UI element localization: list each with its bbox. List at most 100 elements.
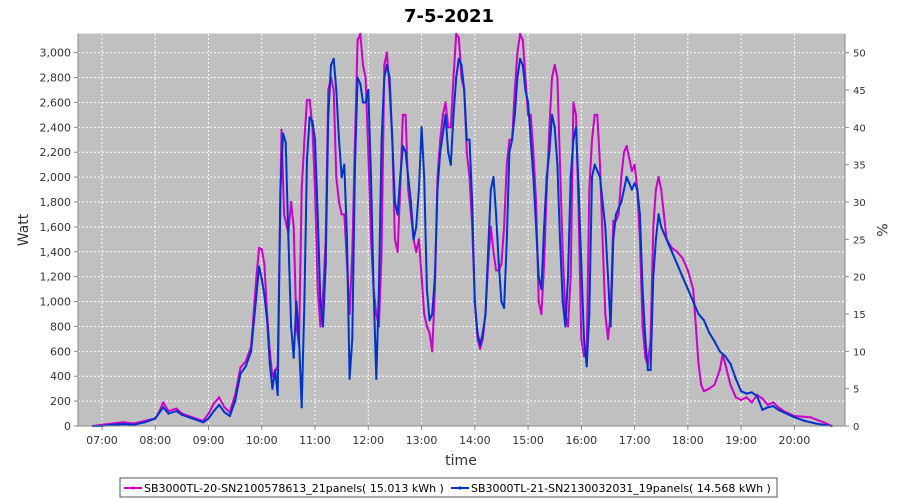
series-2-point	[388, 76, 391, 79]
series-2-point	[250, 350, 253, 353]
series-1-point	[537, 300, 540, 303]
y-tick-label: 1,400	[40, 246, 72, 259]
series-2-point	[558, 238, 562, 241]
series-2-point	[537, 275, 540, 278]
series-2-point	[529, 138, 532, 141]
series-2-point	[708, 331, 711, 334]
series-1-point	[772, 401, 775, 404]
series-2-point	[457, 57, 460, 61]
series-2-point	[383, 76, 386, 79]
series-2-point	[777, 408, 780, 411]
series-1-point	[593, 113, 596, 116]
series-1-point	[657, 176, 660, 179]
series-2-point	[300, 406, 303, 409]
series-2-point	[676, 263, 679, 266]
series-2-point	[660, 225, 663, 228]
series-1-point	[335, 176, 338, 179]
series-2-point	[239, 372, 242, 375]
series-2-point	[750, 391, 753, 394]
series-1-point	[393, 238, 396, 241]
series-1-point	[280, 128, 283, 131]
series-2-point	[361, 101, 365, 104]
series-1-point	[590, 138, 594, 141]
series-1-point	[532, 151, 535, 154]
series-2-point	[452, 113, 455, 116]
series-1-point	[260, 248, 263, 251]
series-1-point	[468, 176, 471, 179]
series-2-point	[132, 423, 135, 426]
series-1-point	[553, 64, 556, 67]
x-tick-label: 10:00	[246, 434, 278, 447]
series-1-point	[620, 176, 623, 179]
series-1-point	[508, 138, 511, 141]
series-2-point	[295, 300, 298, 303]
x-tick-label: 20:00	[779, 434, 811, 447]
series-1-point	[724, 362, 727, 365]
series-2-point	[697, 312, 700, 316]
series-1-point	[503, 225, 506, 228]
series-1-point	[441, 113, 444, 116]
series-2-point	[729, 362, 732, 365]
y2-tick-label: 0	[853, 422, 859, 433]
series-2-point	[492, 176, 495, 179]
legend-box	[119, 477, 778, 498]
series-2-point	[524, 88, 527, 92]
series-1-point	[356, 39, 359, 42]
series-2-point	[521, 64, 524, 67]
plot-area	[77, 33, 846, 427]
series-1-point	[513, 88, 516, 92]
series-1-point	[630, 169, 634, 172]
series-2-point	[412, 238, 415, 241]
series-1-point	[574, 113, 578, 116]
series-2-point	[657, 213, 660, 216]
series-2-point	[593, 163, 596, 166]
series-2-point	[313, 138, 317, 141]
series-1-point	[313, 188, 317, 191]
x-tick-label: 15:00	[512, 434, 544, 447]
series-2-point	[463, 88, 466, 92]
series-1-point	[404, 113, 407, 116]
x-tick-label: 07:00	[86, 434, 118, 447]
series-2-point	[143, 421, 146, 424]
series-2-point	[260, 278, 263, 281]
series-1-point	[452, 76, 455, 79]
series-2-point	[287, 238, 290, 241]
series-2-point	[638, 213, 642, 216]
y2-tick-label: 30	[853, 198, 866, 209]
series-1-point	[465, 151, 468, 154]
y-tick-label: 200	[50, 395, 71, 408]
series-1-point	[401, 113, 404, 116]
series-1-point	[122, 421, 125, 424]
x-tick-label: 16:00	[565, 434, 597, 447]
series-2-point	[822, 423, 825, 426]
series-1-point	[692, 288, 695, 291]
series-1-point	[449, 126, 452, 129]
x-tick-label: 17:00	[619, 434, 651, 447]
series-2-point	[487, 250, 490, 253]
series-2-point	[543, 225, 546, 228]
series-2-point	[122, 423, 125, 426]
series-1-point	[332, 88, 335, 92]
y-tick-label: 3,000	[40, 47, 72, 60]
series-2-point	[628, 182, 631, 185]
series-1-point	[439, 138, 442, 141]
series-1-point	[431, 350, 434, 353]
series-1-point	[708, 387, 711, 390]
series-2-point	[519, 57, 522, 61]
series-2-point	[535, 225, 538, 228]
y2-axis-ticks: 0 5 10 15 20 25 30 35 40 45 50	[845, 49, 866, 433]
series-1-point	[809, 416, 812, 419]
series-1-point	[641, 325, 644, 328]
series-2-point	[580, 263, 583, 266]
series-1-point	[628, 157, 631, 160]
series-2-point	[636, 188, 639, 191]
series-1-point	[417, 238, 420, 241]
series-2-point	[481, 331, 484, 334]
series-1-point	[425, 325, 428, 328]
series-1-point	[447, 126, 450, 129]
series-1-point	[212, 402, 215, 405]
y-tick-label: 1,200	[40, 271, 72, 284]
series-2-point	[162, 406, 165, 409]
series-2-point	[274, 368, 277, 372]
series-2-point	[364, 101, 367, 104]
